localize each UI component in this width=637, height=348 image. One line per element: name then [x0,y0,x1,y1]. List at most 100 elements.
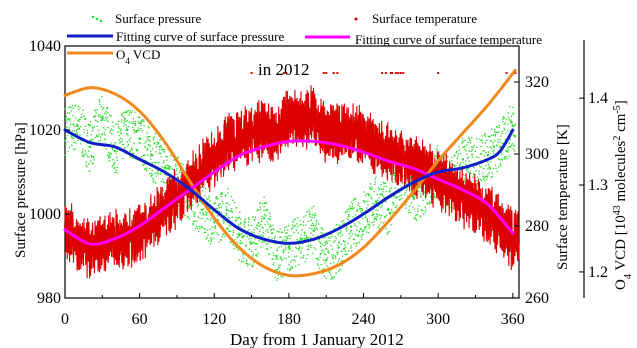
pressure-scatter-dot [165,169,168,171]
pressure-scatter-dot [208,207,210,209]
pressure-scatter-dot [506,119,508,121]
pressure-scatter-dot [313,247,316,249]
pressure-scatter-dot [463,173,465,176]
pressure-scatter-dot [276,230,278,232]
pressure-scatter-dot [73,137,75,140]
pressure-scatter-dot [355,243,357,245]
pressure-scatter-dot [397,196,399,198]
pressure-scatter-dot [232,231,235,234]
pressure-scatter-dot [343,247,345,250]
pressure-scatter-dot [158,149,161,151]
pressure-scatter-dot [165,166,167,168]
pressure-scatter-dot [508,155,510,157]
pressure-scatter-dot [104,128,107,131]
pressure-scatter-dot [220,239,222,241]
pressure-scatter-dot [277,278,279,280]
pressure-scatter-dot [341,265,344,267]
pressure-scatter-dot [293,255,296,258]
pressure-scatter-dot [145,170,148,172]
pressure-scatter-dot [117,123,119,126]
pressure-scatter-dot [496,131,498,133]
pressure-scatter-dot [311,252,314,255]
pressure-scatter-dot [304,261,306,263]
pressure-scatter-dot [153,143,155,145]
pressure-scatter-dot [131,149,133,151]
pressure-scatter-dot [82,109,84,111]
pressure-scatter-dot [494,164,497,166]
pressure-scatter-dot [85,161,87,163]
pressure-scatter-dot [497,158,500,160]
pressure-scatter-dot [239,226,241,228]
pressure-scatter-dot [433,195,436,197]
pressure-scatter-dot [428,201,431,203]
pressure-scatter-dot [295,255,298,257]
pressure-scatter-dot [368,223,370,226]
pressure-scatter-dot [284,248,286,251]
pressure-scatter-dot [341,221,343,223]
pressure-scatter-dot [391,211,393,213]
pressure-scatter-dot [122,116,125,118]
pressure-scatter-dot [346,210,349,213]
pressure-scatter-dot [279,270,281,272]
pressure-scatter-dot [286,232,288,234]
pressure-scatter-dot [192,211,194,213]
pressure-scatter-dot [112,121,114,123]
pressure-scatter-dot [219,194,222,196]
pressure-scatter-dot [248,218,250,220]
pressure-scatter-dot [377,186,380,189]
pressure-scatter-dot [480,139,482,142]
pressure-scatter-dot [251,250,253,253]
pressure-scatter-dot [111,128,113,130]
pressure-scatter-dot [373,221,375,223]
pressure-scatter-dot [76,129,78,131]
pressure-scatter-dot [435,155,437,157]
pressure-scatter-dot [260,220,263,222]
pressure-scatter-dot [371,214,373,217]
pressure-scatter-dot [389,213,391,215]
pressure-scatter-dot [451,160,453,162]
pressure-scatter-dot [221,196,223,198]
pressure-scatter-dot [379,227,381,230]
pressure-scatter-dot [511,122,513,124]
pressure-scatter-dot [292,266,294,268]
pressure-point [511,124,514,128]
pressure-scatter-dot [476,176,478,178]
pressure-scatter-dot [213,232,215,234]
pressure-scatter-dot [514,150,516,152]
pressure-scatter-dot [413,197,415,199]
pressure-scatter-dot [277,274,279,276]
pressure-scatter-dot [242,235,245,238]
pressure-scatter-dot [205,213,207,215]
pressure-scatter-dot [395,197,397,199]
pressure-scatter-dot [104,117,107,119]
pressure-scatter-dot [377,199,379,201]
pressure-scatter-dot [119,141,122,143]
pressure-scatter-dot [381,202,383,205]
pressure-scatter-dot [103,107,105,109]
pressure-scatter-dot [338,258,340,260]
pressure-scatter-dot [71,144,73,146]
pressure-scatter-dot [298,247,301,249]
temperature-outlier [332,72,335,74]
pressure-scatter-dot [294,260,296,262]
pressure-scatter-dot [494,135,497,137]
pressure-scatter-dot [354,197,357,199]
pressure-scatter-dot [320,245,322,248]
pressure-scatter-dot [489,166,491,168]
pressure-scatter-dot [157,142,159,144]
pressure-scatter-dot [86,135,88,137]
pressure-scatter-dot [75,117,77,119]
pressure-scatter-dot [306,248,309,251]
pressure-scatter-dot [89,160,92,162]
pressure-scatter-dot [211,226,213,228]
pressure-scatter-dot [340,243,342,245]
pressure-scatter-dot [112,164,115,166]
pressure-scatter-dot [264,241,266,243]
pressure-scatter-dot [252,265,254,267]
pressure-scatter-dot [491,172,493,174]
pressure-scatter-dot [252,216,254,218]
pressure-scatter-dot [69,118,71,120]
pressure-scatter-dot [434,197,436,199]
pressure-scatter-dot [348,250,350,252]
pressure-scatter-dot [336,263,339,265]
